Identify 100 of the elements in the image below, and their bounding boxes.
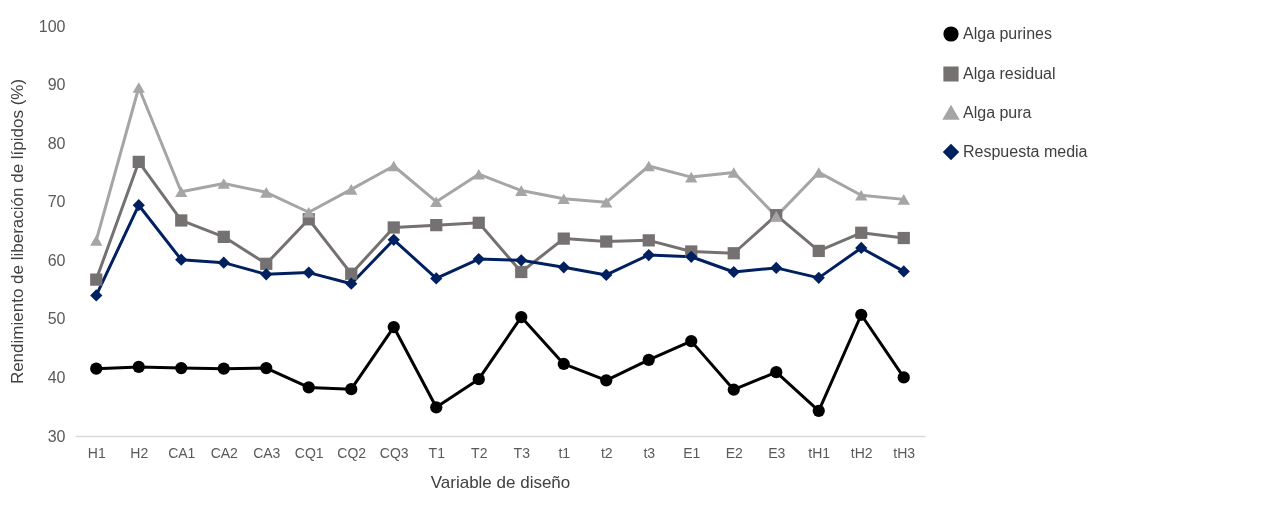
x-tick-label: T3 — [513, 444, 531, 461]
y-tick-label: 100 — [38, 17, 66, 35]
x-tick-label: CA2 — [210, 444, 239, 461]
point — [132, 199, 145, 212]
point — [175, 361, 188, 375]
point — [727, 383, 740, 396]
point — [175, 253, 188, 266]
x-tick-label: CA1 — [168, 444, 196, 461]
x-tick-label: CQ2 — [337, 444, 367, 461]
point — [770, 261, 783, 275]
point — [387, 320, 400, 334]
point — [387, 233, 400, 246]
point — [175, 214, 188, 227]
point — [345, 267, 358, 280]
point — [855, 189, 868, 201]
point — [557, 232, 570, 245]
point — [90, 362, 103, 375]
point — [897, 265, 910, 278]
point — [175, 186, 188, 198]
point — [515, 310, 528, 324]
point — [685, 171, 698, 183]
point — [217, 230, 230, 243]
point — [685, 335, 698, 348]
point — [430, 272, 443, 285]
point — [557, 193, 570, 205]
x-tick-label: H2 — [130, 444, 149, 461]
point — [855, 241, 868, 255]
x-tick-label: E1 — [683, 444, 701, 461]
x-tick-label: H1 — [87, 444, 106, 461]
point — [770, 366, 783, 379]
point — [472, 168, 485, 180]
x-tick-label: tH1 — [808, 444, 831, 461]
point — [345, 184, 358, 195]
point — [217, 256, 230, 269]
point — [472, 216, 485, 229]
point — [132, 82, 145, 93]
x-tick-label: tH2 — [850, 444, 873, 461]
x-tick-label: E3 — [768, 444, 786, 461]
point — [515, 185, 528, 196]
point — [812, 404, 825, 417]
y-tick-label: 60 — [47, 251, 66, 269]
y-tick-label: 30 — [47, 427, 66, 445]
x-tick-label: CQ3 — [379, 444, 409, 461]
point — [430, 401, 443, 414]
point — [260, 361, 273, 375]
y-axis-title: Rendimiento de liberación de lípidos (%) — [7, 78, 27, 385]
x-axis-title: Variable de diseño — [430, 472, 571, 492]
point — [302, 381, 315, 394]
point — [642, 353, 655, 366]
y-tick-label: 50 — [47, 310, 66, 328]
point — [812, 167, 825, 178]
point — [897, 371, 910, 384]
point — [642, 248, 655, 262]
point — [132, 360, 145, 373]
x-tick-label: T2 — [471, 444, 488, 461]
point — [90, 235, 103, 246]
x-tick-label: tH3 — [893, 444, 916, 461]
point — [855, 226, 868, 239]
point — [345, 277, 358, 290]
x-tick-label: CA3 — [253, 444, 281, 461]
x-tick-label: CQ1 — [294, 444, 324, 461]
point — [260, 257, 273, 270]
point — [217, 362, 230, 375]
y-tick-label: 80 — [47, 134, 66, 152]
x-tick-label: t3 — [643, 444, 656, 461]
legend-label: Alga pura — [963, 104, 1032, 121]
point — [727, 265, 740, 279]
point — [260, 187, 273, 198]
point — [600, 197, 613, 208]
point — [515, 254, 528, 267]
point — [302, 266, 315, 279]
point — [90, 289, 103, 302]
x-tick-label: E2 — [725, 444, 744, 461]
point — [600, 374, 613, 387]
point — [302, 206, 315, 218]
point — [132, 155, 145, 169]
point — [217, 178, 230, 189]
x-tick-label: t1 — [558, 444, 571, 461]
point — [387, 221, 400, 234]
point — [685, 250, 698, 263]
point — [260, 268, 273, 281]
point — [557, 261, 570, 274]
point — [642, 234, 655, 247]
point — [897, 231, 910, 245]
point — [727, 247, 740, 260]
point — [897, 194, 910, 205]
point — [430, 196, 443, 208]
point — [600, 268, 613, 282]
point — [812, 271, 825, 284]
legend-label: Alga residual — [963, 65, 1056, 82]
point — [600, 235, 613, 248]
point — [812, 244, 825, 258]
legend-label: Respuesta media — [963, 143, 1088, 160]
point — [345, 383, 358, 396]
x-tick-label: t2 — [600, 444, 613, 461]
point — [557, 357, 570, 371]
point — [855, 308, 868, 321]
point — [430, 219, 443, 232]
y-tick-label: 40 — [47, 368, 66, 386]
point — [515, 265, 528, 279]
